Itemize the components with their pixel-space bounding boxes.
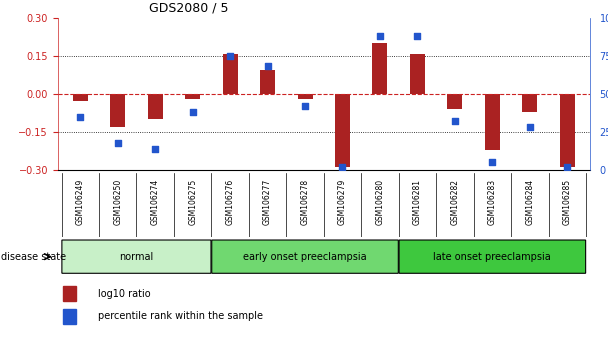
Point	[150, 146, 160, 152]
Text: GSM106249: GSM106249	[76, 178, 85, 225]
Text: GSM106285: GSM106285	[563, 178, 572, 225]
Text: GSM106274: GSM106274	[151, 178, 160, 225]
Bar	[447, 94, 462, 109]
Text: GSM106282: GSM106282	[451, 178, 460, 224]
FancyBboxPatch shape	[399, 240, 586, 273]
Point	[75, 114, 85, 120]
Text: late onset preeclampsia: late onset preeclampsia	[434, 252, 551, 262]
Bar	[485, 94, 500, 150]
Text: GSM106275: GSM106275	[188, 178, 197, 225]
Point	[525, 125, 534, 130]
Text: GDS2080 / 5: GDS2080 / 5	[149, 1, 229, 14]
Bar	[73, 94, 88, 101]
Bar	[110, 94, 125, 127]
Point	[488, 160, 497, 165]
Bar	[63, 286, 77, 301]
Text: GSM106278: GSM106278	[300, 178, 309, 225]
Text: GSM106284: GSM106284	[525, 178, 534, 225]
Point	[413, 33, 423, 39]
Point	[450, 118, 460, 124]
Bar	[335, 94, 350, 167]
Point	[263, 64, 272, 69]
Bar	[63, 309, 77, 324]
Bar	[297, 94, 313, 99]
Text: normal: normal	[119, 252, 154, 262]
Text: early onset preeclampsia: early onset preeclampsia	[243, 252, 367, 262]
Point	[113, 140, 123, 145]
Point	[375, 33, 385, 39]
Bar	[560, 94, 575, 167]
Text: disease state: disease state	[1, 252, 66, 262]
Point	[188, 109, 198, 115]
Text: GSM106276: GSM106276	[226, 178, 235, 225]
Point	[337, 164, 347, 170]
FancyBboxPatch shape	[212, 240, 398, 273]
FancyBboxPatch shape	[62, 240, 211, 273]
Text: percentile rank within the sample: percentile rank within the sample	[98, 311, 263, 321]
Text: GSM106250: GSM106250	[113, 178, 122, 225]
Bar	[410, 55, 425, 94]
Point	[562, 164, 572, 170]
Text: GSM106279: GSM106279	[338, 178, 347, 225]
Bar	[373, 43, 387, 94]
Point	[225, 53, 235, 58]
Text: GSM106281: GSM106281	[413, 178, 422, 224]
Bar	[185, 94, 200, 99]
Text: GSM106277: GSM106277	[263, 178, 272, 225]
Text: GSM106280: GSM106280	[376, 178, 384, 225]
Bar	[148, 94, 163, 119]
Bar	[522, 94, 537, 112]
Bar	[223, 55, 238, 94]
Point	[300, 103, 310, 109]
Text: GSM106283: GSM106283	[488, 178, 497, 225]
Bar	[260, 70, 275, 94]
Text: log10 ratio: log10 ratio	[98, 289, 150, 299]
